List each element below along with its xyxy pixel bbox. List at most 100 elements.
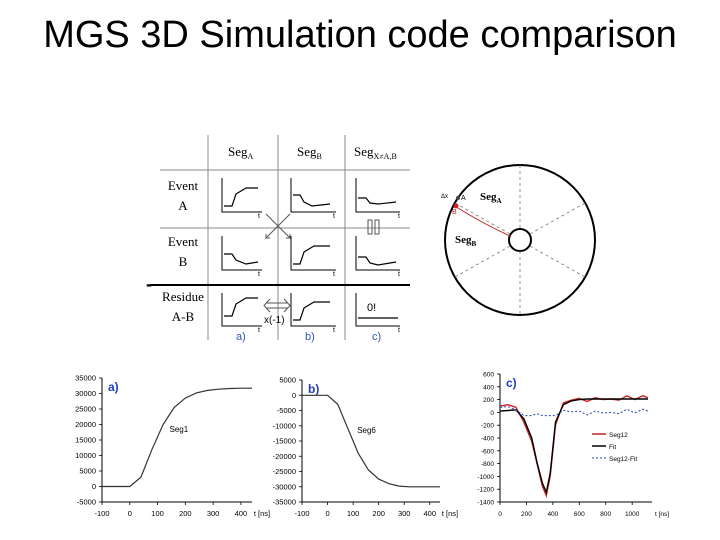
mini-plot-eb-sx — [355, 236, 400, 271]
interaction-point-a — [456, 196, 460, 200]
x-tick-label: 1000 — [625, 511, 640, 518]
x-tick-label: 100 — [151, 509, 164, 518]
mini-plot-res-sx — [355, 293, 400, 327]
col-header-seg-b: SegB — [297, 144, 322, 161]
y-tick-label: 35000 — [75, 374, 96, 383]
y-tick-label: 20000 — [75, 420, 96, 429]
panel-label-c: c) — [372, 331, 381, 343]
x-tick-label: 400 — [235, 509, 248, 518]
mini-plot-eb-sb — [290, 236, 336, 271]
y-tick-label: -1200 — [477, 487, 494, 494]
series-name-label: Seg6 — [357, 426, 376, 435]
y-tick-label: 10000 — [75, 451, 96, 460]
interaction-point-b — [453, 203, 459, 209]
y-tick-label: 15000 — [75, 436, 96, 445]
drift-path — [457, 207, 511, 237]
col-header-seg-x: SegX≠A,B — [354, 144, 397, 161]
y-tick-label: 25000 — [75, 405, 96, 414]
legend-label: Seg12-Fit — [609, 456, 637, 463]
point-b-label: B — [452, 209, 457, 216]
mini-plot-eb-sa — [221, 236, 262, 271]
y-tick-label: -1000 — [477, 474, 494, 481]
series-line-seg12 — [499, 395, 649, 498]
y-tick-label: -15000 — [273, 437, 296, 446]
y-tick-label: -600 — [481, 448, 494, 455]
y-tick-label: 5000 — [79, 467, 96, 476]
x-tick-label: -100 — [94, 509, 109, 518]
chart-c: 600 400 200 0 -200 -400 -600 -800 -1000 -1200 -140… — [477, 372, 669, 519]
x-axis-label: t [ns] — [254, 509, 270, 518]
t-label: t — [333, 271, 335, 278]
y-tick-label: 0 — [92, 482, 96, 491]
y-tick-label: 200 — [483, 397, 494, 404]
x-tick-label: 0 — [128, 509, 132, 518]
x-tick-label: 300 — [207, 509, 220, 518]
slide-title: MGS 3D Simulation code comparison — [43, 14, 677, 56]
y-tick-label: -10000 — [273, 421, 296, 430]
x-tick-label: 200 — [179, 509, 192, 518]
mini-plot-res-sb — [290, 293, 336, 327]
legend-label: Seg12 — [609, 432, 628, 439]
series-line-seg12-fit — [499, 406, 649, 417]
y-tick-label: -400 — [481, 436, 494, 443]
legend-label: Fit — [609, 444, 616, 451]
chart-panel-label: c) — [506, 376, 517, 390]
row-header-residue-line2: A-B — [172, 309, 195, 324]
t-label: t — [258, 213, 260, 220]
t-label: t — [333, 213, 335, 220]
x-tick-label: 600 — [574, 511, 585, 518]
segment-matrix: SegA SegB SegX≠A,B Event A Event B Resid… — [146, 135, 410, 343]
y-tick-label: 0 — [292, 391, 296, 400]
t-label: t — [258, 271, 260, 278]
row-header-event-b-line1: Event — [168, 234, 199, 249]
minus-sign: - — [146, 274, 152, 294]
x-tick-label: 400 — [547, 511, 558, 518]
x-tick-label: 300 — [398, 509, 411, 518]
panel-label-b: b) — [305, 331, 315, 343]
y-tick-label: -5000 — [277, 406, 296, 415]
y-tick-label: -35000 — [273, 498, 296, 507]
panel-label-a: a) — [236, 331, 246, 343]
x-tick-label: 100 — [347, 509, 360, 518]
row-header-residue-line1: Residue — [162, 289, 204, 304]
series-line-seg6 — [302, 394, 440, 488]
x-axis-label: t [ns] — [655, 511, 669, 518]
y-tick-label: 5000 — [279, 376, 296, 385]
x-tick-label: -100 — [294, 509, 309, 518]
detector-diagram: SegA SegB A B Δx — [441, 164, 596, 316]
y-tick-label: 0 — [490, 410, 494, 417]
cross-arrows-icon — [265, 213, 291, 239]
chart-b: 5000 0 -5000 -10000 -15000 -20000 -25000 -30000… — [273, 376, 458, 519]
x-tick-label: 200 — [372, 509, 385, 518]
x-axis-label: t [ns] — [442, 509, 458, 518]
y-tick-label: -30000 — [273, 482, 296, 491]
mini-plot-ea-sb — [290, 178, 336, 213]
point-a-label: A — [461, 195, 466, 202]
y-tick-label: -200 — [481, 423, 494, 430]
chart-panel-label: a) — [108, 380, 119, 394]
seg-a-label: SegA — [480, 191, 502, 205]
seg-b-label: SegB — [455, 234, 477, 248]
row-header-event-b-line2: B — [179, 254, 188, 269]
t-label: t — [258, 327, 260, 334]
y-tick-label: 400 — [483, 384, 494, 391]
x-tick-label: 200 — [521, 511, 532, 518]
chart-panel-label: b) — [308, 382, 319, 396]
x-tick-label: 800 — [600, 511, 611, 518]
t-label: t — [398, 213, 400, 220]
series-name-label: Seg1 — [170, 425, 189, 434]
t-label: t — [333, 327, 335, 334]
y-tick-label: -800 — [481, 461, 494, 468]
zero-label: 0! — [367, 302, 376, 314]
chart-a: 35000 30000 25000 20000 15000 10000 5000 0 -5000… — [75, 374, 270, 519]
y-tick-label: 30000 — [75, 389, 96, 398]
mini-plot-res-sa — [221, 293, 262, 327]
mini-plot-ea-sa — [221, 178, 262, 213]
mini-plot-ea-sx — [355, 178, 400, 213]
x-tick-label: 0 — [325, 509, 329, 518]
row-header-event-a-line2: A — [178, 198, 188, 213]
series-line-seg1 — [102, 387, 252, 488]
col-header-seg-a: SegA — [228, 144, 254, 161]
x-tick-label: 0 — [498, 511, 502, 518]
